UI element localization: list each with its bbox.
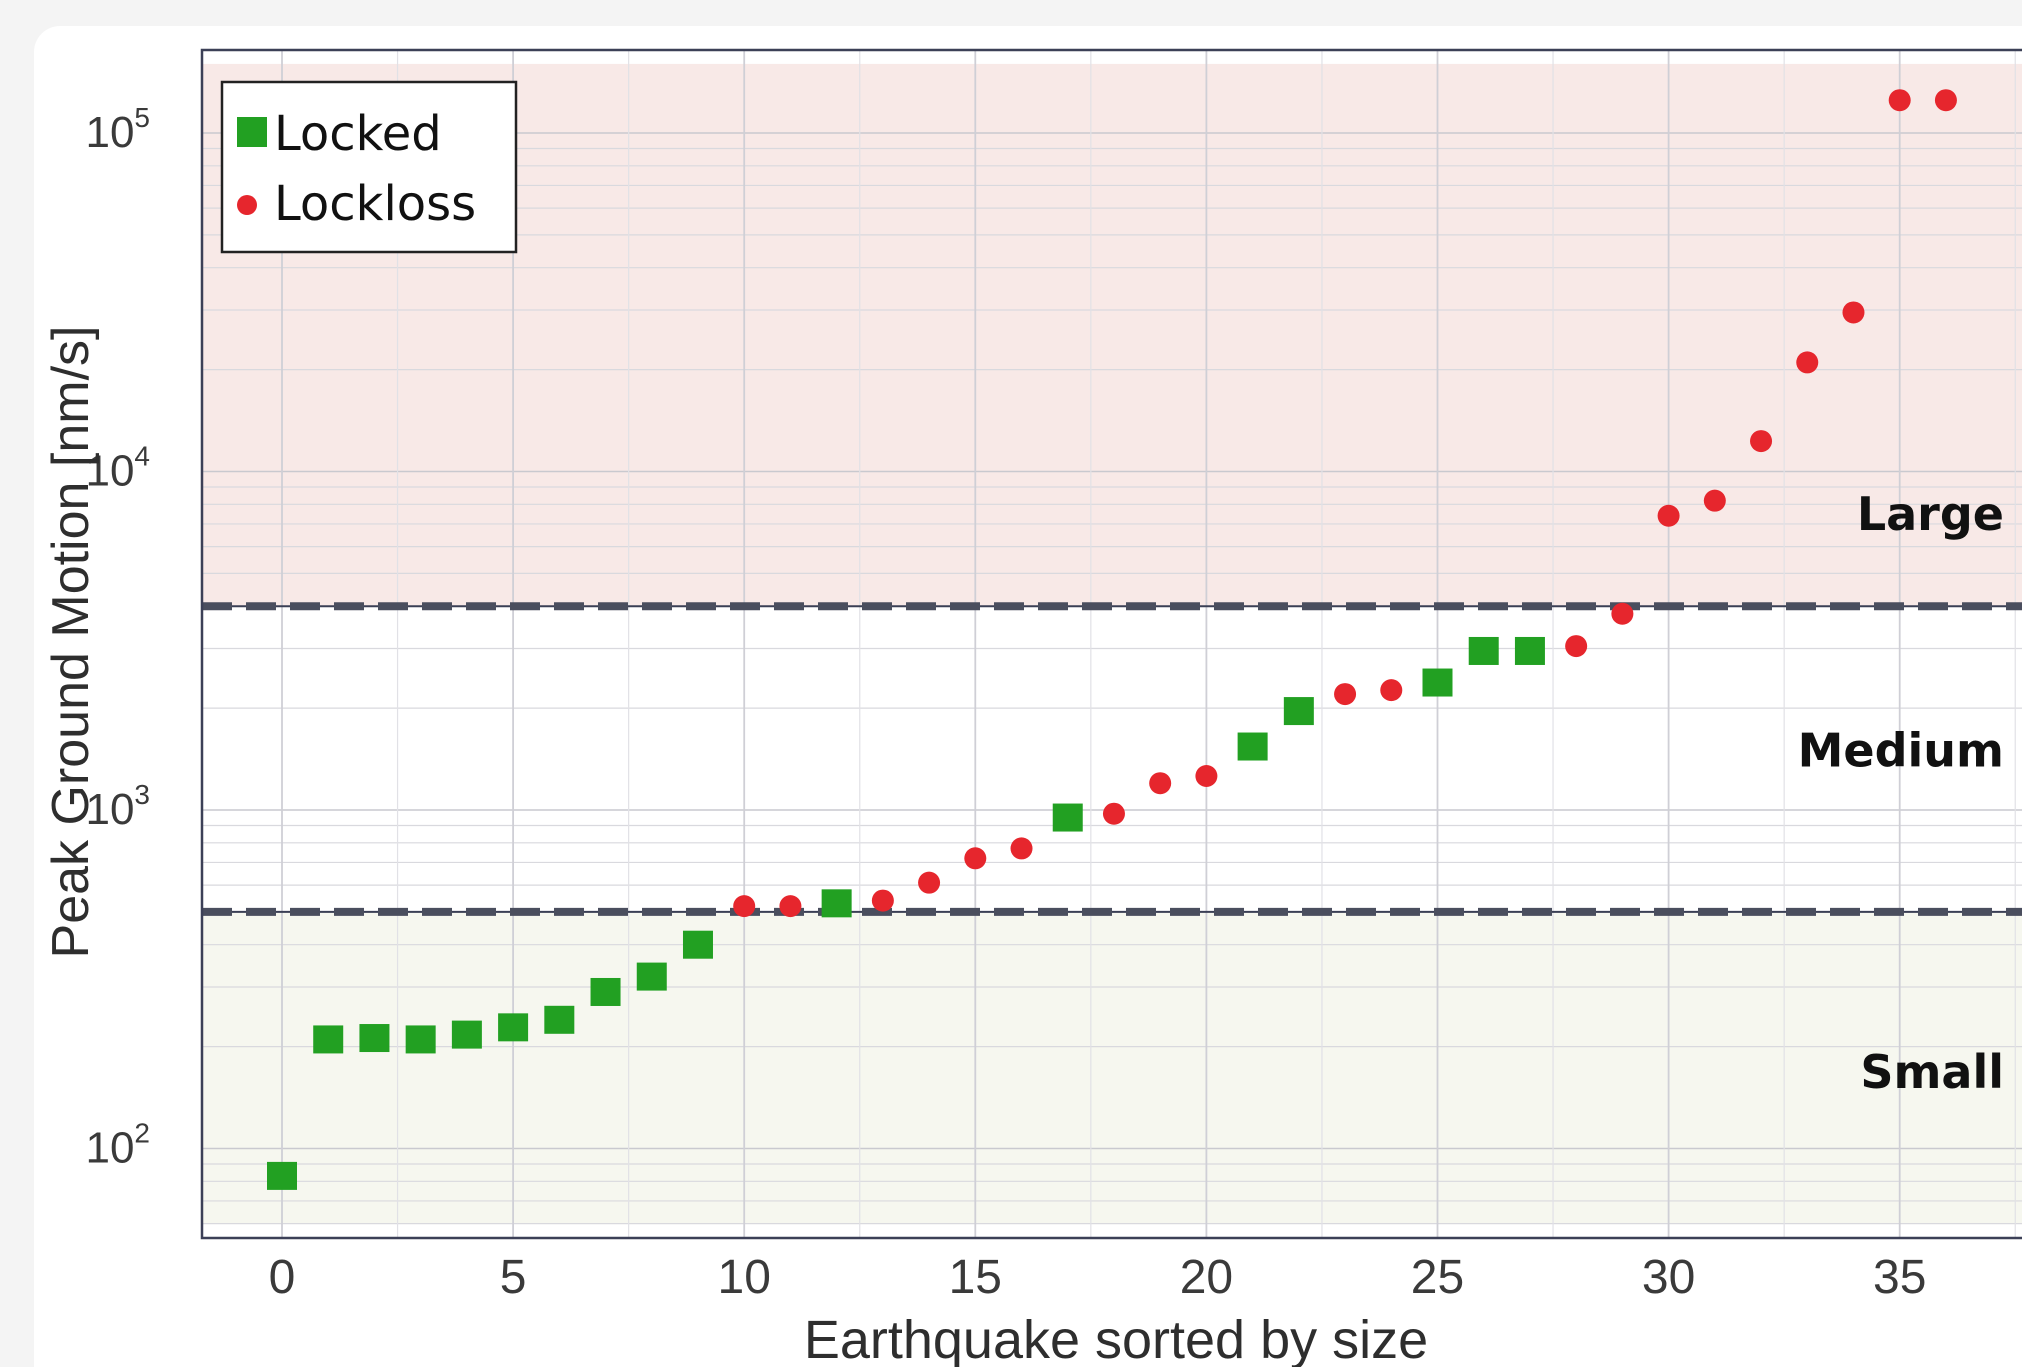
lockloss-point	[1888, 89, 1911, 112]
lockloss-point	[1380, 679, 1403, 702]
locked-point	[1237, 732, 1268, 761]
lockloss-point	[1934, 89, 1957, 112]
band-label-large: Large	[1857, 487, 2004, 541]
lockloss-point	[871, 889, 894, 912]
locked-legend-icon	[237, 117, 267, 147]
lockloss-point	[918, 871, 941, 894]
y-tick-label: 103	[85, 779, 150, 834]
locked-point	[636, 962, 667, 991]
y-tick-label: 102	[85, 1118, 150, 1173]
lockloss-point	[1611, 602, 1634, 625]
legend-label: Lockloss	[274, 176, 476, 232]
plot-frame	[200, 48, 2022, 1240]
legend: Locked Lockloss	[220, 80, 518, 254]
locked-point	[821, 889, 852, 918]
locked-point	[1052, 803, 1083, 832]
x-tick-label: 5	[500, 1251, 527, 1304]
legend-box	[220, 80, 518, 254]
locked-point	[544, 1005, 575, 1034]
locked-point	[451, 1020, 482, 1049]
locked-point	[267, 1161, 297, 1190]
x-tick-label: 10	[718, 1251, 771, 1304]
x-tick-label: 35	[1873, 1251, 1926, 1304]
x-tick-label: 0	[269, 1251, 296, 1304]
plot-area: Small Medium Large	[202, 50, 2022, 1238]
x-tick-label: 15	[949, 1251, 1002, 1304]
locked-point	[498, 1013, 529, 1042]
locked-point	[313, 1025, 344, 1054]
lockloss-point	[1657, 504, 1680, 527]
lockloss-point	[1334, 683, 1357, 706]
locked-point	[1283, 697, 1314, 726]
lockloss-point	[964, 847, 987, 870]
band-label-small: Small	[1860, 1045, 2004, 1099]
lockloss-point	[1842, 301, 1865, 324]
y-tick-label: 104	[85, 441, 150, 496]
x-axis-title: Earthquake sorted by size	[804, 1310, 1428, 1367]
lockloss-point	[1565, 635, 1588, 658]
locked-point	[590, 977, 621, 1006]
lockloss-point	[1796, 351, 1819, 374]
lockloss-point	[733, 895, 756, 918]
locked-point	[1422, 668, 1453, 697]
y-tick-label: 105	[85, 102, 150, 157]
locked-point	[1514, 636, 1545, 665]
x-tick-label: 25	[1411, 1251, 1464, 1304]
lockloss-point	[1195, 765, 1218, 788]
region-small	[202, 911, 2022, 1224]
y-axis-title: Peak Ground Motion [nm/s]	[42, 326, 100, 959]
x-tick-label: 30	[1642, 1251, 1695, 1304]
region-medium	[202, 606, 2022, 912]
locked-point	[1468, 636, 1499, 665]
lockloss-point	[1149, 772, 1172, 795]
lockloss-legend-icon	[237, 195, 257, 215]
locked-point	[405, 1025, 436, 1054]
lockloss-point	[779, 895, 802, 918]
legend-label: Locked	[274, 106, 442, 162]
locked-point	[359, 1024, 390, 1053]
locked-point	[682, 930, 713, 959]
lockloss-point	[1102, 802, 1125, 825]
x-tick-label: 20	[1180, 1251, 1233, 1304]
band-label-medium: Medium	[1798, 723, 2004, 777]
lockloss-point	[1750, 430, 1773, 453]
lockloss-point	[1010, 837, 1033, 860]
lockloss-point	[1703, 489, 1726, 512]
